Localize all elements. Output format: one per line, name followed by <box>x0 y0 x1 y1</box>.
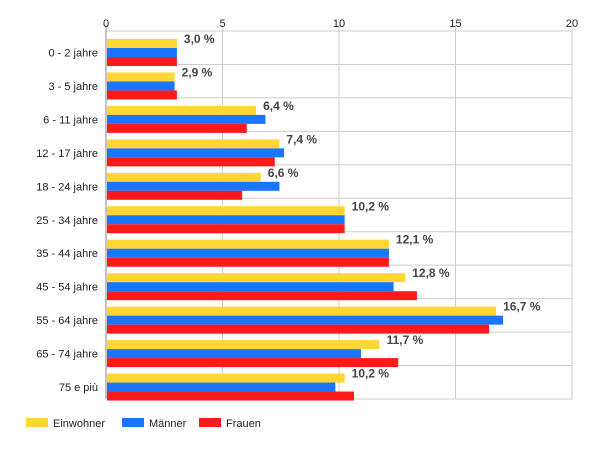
y-category-label: 25 - 34 jahre <box>36 215 98 227</box>
y-category-label: 0 - 2 jahre <box>48 48 98 60</box>
x-tick-label: 10 <box>333 18 345 30</box>
y-category-label: 6 - 11 jahre <box>43 114 98 126</box>
x-tick-label: 20 <box>566 18 578 30</box>
legend-label: Einwohner <box>53 418 105 430</box>
data-label: 12,1 % <box>396 233 434 247</box>
data-label: 6,4 % <box>263 99 294 113</box>
bar-frauen-4 <box>107 190 243 200</box>
data-labels: 3,0 % 2,9 % 6,4 % 7,4 % 6,6 % 10,2 % 12,1 % 12,… <box>182 32 541 381</box>
bar-mnner-7 <box>107 282 394 292</box>
y-category-label: 45 - 54 jahre <box>36 282 98 294</box>
bar-einwohner-3 <box>107 139 280 149</box>
bar-mnner-6 <box>107 248 389 258</box>
data-label: 7,4 % <box>286 132 317 146</box>
y-category-label: 35 - 44 jahre <box>36 248 98 260</box>
x-tick-label: 0 <box>103 18 109 30</box>
bar-mnner-8 <box>107 315 504 325</box>
data-label: 6,6 % <box>268 166 299 180</box>
y-category-label: 65 - 74 jahre <box>36 349 98 361</box>
y-category-label: 75 e più <box>59 382 98 394</box>
data-label: 11,7 % <box>387 333 424 347</box>
legend-swatch <box>199 418 221 427</box>
data-label: 12,8 % <box>412 266 450 280</box>
data-label: 2,9 % <box>182 65 213 79</box>
bar-mnner-10 <box>107 382 336 392</box>
bar-einwohner-0 <box>107 39 177 48</box>
bar-frauen-8 <box>107 324 490 334</box>
x-tick-label: 15 <box>449 18 461 30</box>
bar-frauen-5 <box>107 224 345 234</box>
y-category-label: 12 - 17 jahre <box>36 148 98 160</box>
bar-einwohner-8 <box>107 306 497 316</box>
bar-einwohner-7 <box>107 273 406 283</box>
axes: 0 5 10 15 20 0 - 2 jahre 3 - 5 jahre 6 - 11 jah… <box>36 18 578 399</box>
data-label: 10,2 % <box>352 199 390 213</box>
legend: Einwohner Männer Frauen <box>26 418 261 430</box>
bar-frauen-10 <box>107 391 354 401</box>
bar-einwohner-4 <box>107 172 261 182</box>
bars <box>107 39 504 401</box>
data-label: 3,0 % <box>184 32 215 46</box>
y-category-label: 55 - 64 jahre <box>36 315 98 327</box>
legend-swatch <box>122 418 144 427</box>
bar-frauen-3 <box>107 157 275 167</box>
x-tick-label: 5 <box>219 18 225 30</box>
legend-label: Frauen <box>226 418 261 430</box>
bar-einwohner-6 <box>107 239 389 249</box>
bar-einwohner-9 <box>107 340 380 350</box>
bar-einwohner-5 <box>107 206 345 216</box>
data-label: 10,2 % <box>352 367 390 381</box>
bar-mnner-3 <box>107 148 285 158</box>
bar-einwohner-2 <box>107 105 257 115</box>
bar-frauen-0 <box>107 57 177 66</box>
bar-frauen-9 <box>107 358 399 368</box>
y-category-label: 3 - 5 jahre <box>48 81 98 93</box>
bar-frauen-2 <box>107 123 247 133</box>
bar-einwohner-10 <box>107 373 345 383</box>
bar-frauen-1 <box>107 90 177 100</box>
bar-einwohner-1 <box>107 72 175 82</box>
bar-mnner-1 <box>107 81 175 91</box>
bar-mnner-9 <box>107 349 361 359</box>
data-label: 16,7 % <box>503 300 541 314</box>
bar-mnner-4 <box>107 181 280 191</box>
bar-frauen-6 <box>107 257 389 267</box>
bar-mnner-0 <box>107 48 177 57</box>
y-category-label: 18 - 24 jahre <box>36 181 98 193</box>
legend-label: Männer <box>149 418 187 430</box>
bar-mnner-2 <box>107 114 266 124</box>
bar-mnner-5 <box>107 215 345 225</box>
legend-swatch <box>26 418 48 427</box>
bar-frauen-7 <box>107 291 417 301</box>
